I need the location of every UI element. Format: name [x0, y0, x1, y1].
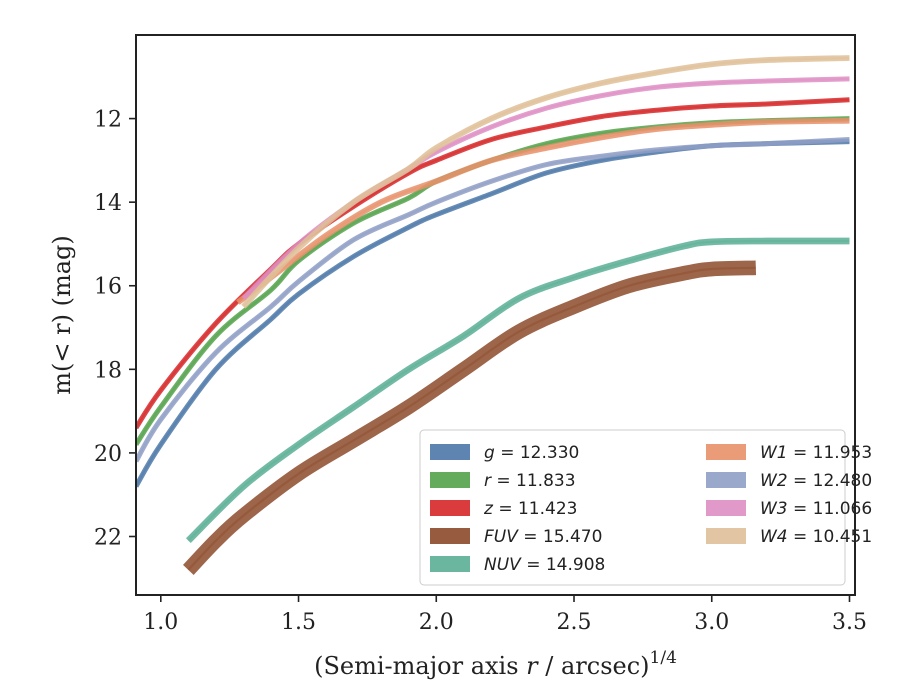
legend-swatch-r [430, 472, 470, 488]
y-tick-label: 20 [94, 442, 122, 467]
series-w3 [241, 76, 850, 301]
x-axis-title: (Semi-major axis r / arcsec)1/4 [314, 648, 677, 680]
series-r [136, 116, 850, 446]
series-w4 [241, 55, 850, 309]
ticks-layer: 1.0 1.5 2.0 2.5 3.0 3.5 12 14 16 18 20 22 [94, 108, 867, 635]
x-tick-label: 1.0 [143, 610, 178, 635]
legend-item-w4: W4 = 10.451 [706, 527, 872, 547]
legend-label-nuv: NUV = 14.908 [484, 555, 605, 575]
series-fuv-band [182, 260, 757, 575]
legend-label-w3: W3 = 11.066 [760, 499, 872, 519]
series-nuv-band [185, 237, 850, 544]
legend: g = 12.330 r = 11.833 z = 11.423 FUV = 15.4… [419, 429, 872, 586]
y-tick-label: 16 [94, 275, 122, 300]
y-tick-label: 22 [94, 525, 122, 550]
legend-item-z: z = 11.423 [430, 499, 577, 519]
legend-swatch-w1 [706, 444, 746, 460]
series-fuv [182, 260, 757, 575]
legend-swatch-nuv [430, 556, 470, 572]
legend-swatch-w2 [706, 472, 746, 488]
series-w2-band [136, 136, 850, 463]
legend-item-w1: W1 = 11.953 [706, 443, 872, 463]
legend-item-r: r = 11.833 [430, 471, 576, 491]
x-tick-label: 3.0 [694, 610, 729, 635]
plot-frame [135, 34, 856, 596]
x-tick-label: 2.0 [419, 610, 454, 635]
legend-item-w2: W2 = 12.480 [706, 471, 872, 491]
legend-swatch-fuv [430, 528, 470, 544]
series-layer [136, 55, 850, 575]
legend-box [419, 429, 846, 586]
legend-label-g: g = 12.330 [484, 443, 579, 463]
legend-swatch-g [430, 444, 470, 460]
legend-swatch-w3 [706, 500, 746, 516]
legend-label-w4: W4 = 10.451 [760, 527, 872, 547]
legend-label-fuv: FUV = 15.470 [484, 527, 602, 547]
legend-item-fuv: FUV = 15.470 [430, 527, 602, 547]
legend-label-w2: W2 = 12.480 [760, 471, 872, 491]
legend-item-nuv: NUV = 14.908 [430, 555, 605, 575]
series-w3-model-line [242, 77, 850, 300]
series-w2 [136, 136, 850, 463]
x-tick-label: 2.5 [557, 610, 592, 635]
legend-item-g: g = 12.330 [430, 443, 579, 463]
x-tick-label: 3.5 [832, 610, 867, 635]
legend-swatch-z [430, 500, 470, 516]
legend-label-z: z = 11.423 [483, 499, 577, 519]
legend-label-r: r = 11.833 [484, 471, 576, 491]
series-r-band [136, 116, 850, 446]
y-tick-label: 14 [94, 191, 122, 216]
legend-swatch-w4 [706, 528, 746, 544]
y-tick-label: 18 [94, 358, 122, 383]
y-tick-label: 12 [94, 108, 122, 133]
legend-label-w1: W1 = 11.953 [760, 443, 872, 463]
series-w4-band [241, 55, 850, 309]
series-w1 [236, 117, 850, 305]
x-tick-label: 1.5 [281, 610, 316, 635]
series-r-model-line [136, 117, 850, 446]
legend-item-w3: W3 = 11.066 [706, 499, 872, 519]
y-axis-title: m(< r) (mag) [48, 235, 76, 394]
series-w3-band [241, 76, 850, 301]
series-z-band [136, 97, 850, 430]
series-nuv [185, 237, 850, 544]
series-w1-band [236, 117, 850, 305]
series-z [136, 97, 850, 430]
